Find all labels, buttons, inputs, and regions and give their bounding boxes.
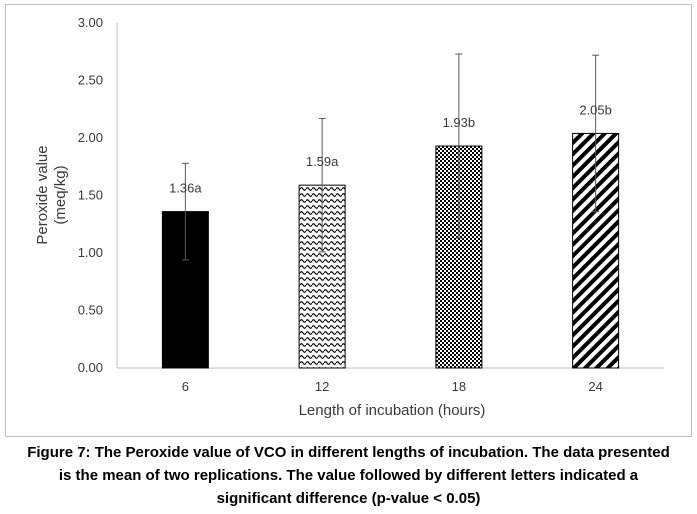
x-tick-label: 18: [452, 379, 466, 394]
y-axis-title-line-2: (meq/kg): [52, 165, 69, 224]
y-tick-label: 1.50: [78, 188, 103, 203]
error-bar-18: [455, 53, 463, 239]
x-tick-label: 24: [588, 379, 602, 394]
error-bars: [181, 53, 600, 261]
error-bar-6: [181, 162, 189, 261]
caption-line-1: Figure 7: The Peroxide value of VCO in d…: [27, 444, 670, 461]
error-bar-24: [592, 54, 600, 213]
x-tick-label: 12: [315, 379, 329, 394]
y-tick-label: 3.00: [78, 15, 103, 30]
y-axis-title-line-1: Peroxide value: [34, 145, 51, 244]
y-tick-labels: 0.00 0.50 1.00 1.50 2.00 2.50 3.00: [78, 15, 103, 375]
y-tick-label: 2.50: [78, 73, 103, 88]
y-tick-label: 0.00: [78, 360, 103, 375]
figure-caption: Figure 7: The Peroxide value of VCO in d…: [0, 441, 697, 510]
chart-frame: [5, 4, 692, 437]
y-tick-label: 0.50: [78, 303, 103, 318]
data-label-24: 2.05b: [579, 102, 612, 117]
bar-chart: 0.000.501.001.502.002.503.00 1.36a1.59a1…: [34, 15, 664, 419]
caption-line-2: is the mean of two replications. The val…: [58, 467, 639, 484]
data-labels: 1.36a 1.59a 1.93b 2.05b: [169, 102, 612, 195]
y-tick-label: 1.00: [78, 245, 103, 260]
y-tick-label: 2.00: [78, 130, 103, 145]
data-label-12: 1.59a: [306, 154, 339, 169]
data-label-6: 1.36a: [169, 181, 202, 196]
x-tick-label: 6: [182, 379, 189, 394]
caption-line-3: significant difference (p-value < 0.05): [216, 490, 481, 507]
x-axis-title: Length of incubation (hours): [299, 402, 486, 419]
x-tick-labels: 6 12 18 24: [182, 379, 603, 394]
y-axis-title: Peroxide value (meq/kg): [34, 145, 69, 244]
bars: [161, 132, 620, 369]
data-label-18: 1.93b: [443, 115, 476, 130]
error-bar-12: [318, 117, 326, 253]
